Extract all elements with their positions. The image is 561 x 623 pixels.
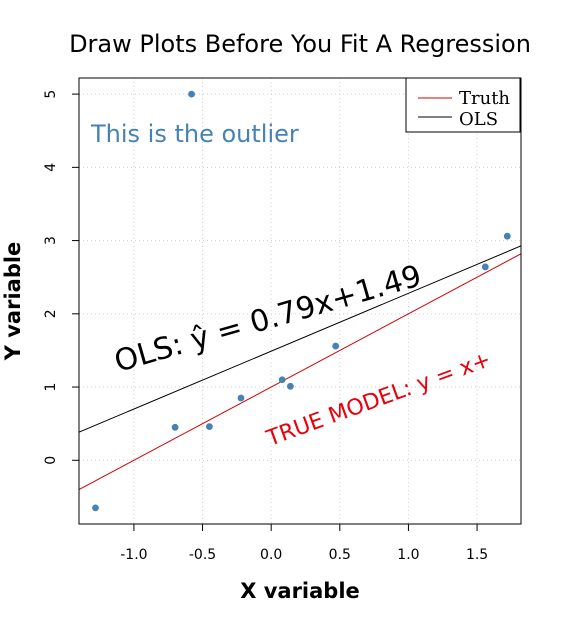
y-tick-label: 4 [43,163,59,172]
plot-frame [78,77,522,525]
data-point [206,423,213,430]
data-point [188,90,195,98]
y-tick-label: 5 [43,90,59,99]
regression-line-truth [79,253,521,491]
x-tick-label: 0.0 [260,547,282,563]
data-point [171,423,179,431]
ols-equation-annotation: OLS: ŷ = 0.79x+1.49 [111,259,426,380]
true-model-annotation: TRUE MODEL: y = x+ [263,347,495,452]
y-axis-label: Y variable [1,242,25,362]
chart-title: Draw Plots Before You Fit A Regression [69,30,531,58]
y-axis-ticks: 0 1 2 3 4 5 [43,90,79,465]
data-point [92,504,99,512]
data-point [503,232,511,240]
x-tick-label: 1.5 [466,547,488,563]
legend-box [405,77,521,133]
data-point [237,394,245,402]
x-tick-label: 0.5 [329,547,351,563]
legend-label-ols: OLS [459,109,498,130]
data-point [278,376,286,384]
y-tick-label: 1 [43,383,59,392]
regression-lines [79,245,521,491]
legend-label-truth: Truth [459,88,510,109]
y-tick-label: 3 [43,236,59,245]
x-tick-label: 1.0 [397,547,419,563]
y-tick-label: 0 [43,456,59,465]
data-point [286,382,294,390]
legend: Truth OLS [405,77,521,133]
data-point [332,342,340,350]
x-tick-label: -1.0 [120,547,147,563]
y-tick-label: 2 [43,309,59,318]
data-points [92,90,511,512]
data-point [481,263,489,271]
x-axis-ticks: -1.0 -0.5 0.0 0.5 1.0 1.5 [120,524,488,563]
regression-line-ols [79,245,521,433]
x-axis-label: X variable [240,579,360,603]
outlier-annotation: This is the outlier [90,120,299,148]
x-tick-label: -0.5 [189,547,216,563]
